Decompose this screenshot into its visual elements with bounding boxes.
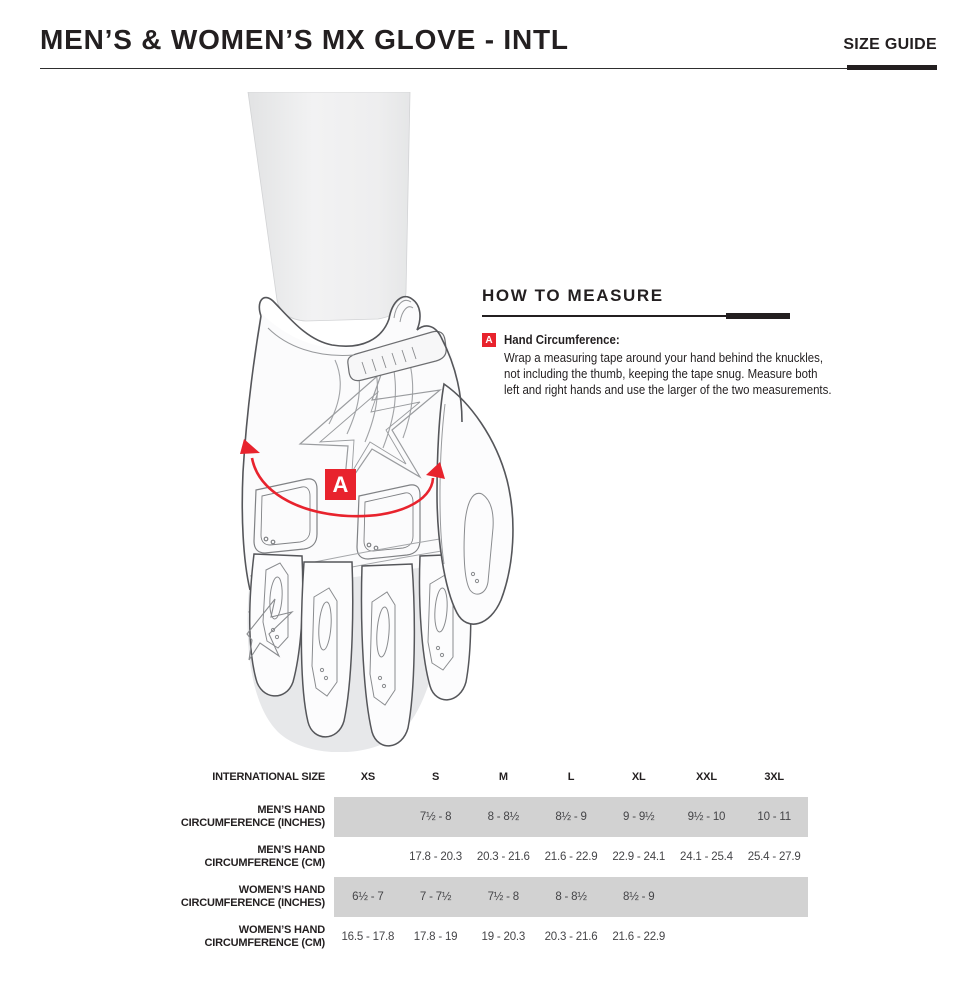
size-value-cell: 16.5 - 17.8	[341, 931, 395, 943]
size-value-cell: 8½ - 9	[623, 891, 655, 903]
marker-a-badge: A	[482, 333, 496, 347]
size-value-cell: 19 - 20.3	[481, 931, 526, 943]
size-value-cell: 8 - 8½	[555, 891, 587, 903]
size-value-cell: 20.3 - 21.6	[544, 931, 598, 943]
size-value-cell: 10 - 11	[757, 811, 791, 823]
glove-body	[241, 298, 462, 592]
column-header: L	[567, 771, 575, 783]
header-divider-accent	[847, 65, 937, 70]
header-divider	[40, 65, 937, 70]
glove-illustration: A	[110, 92, 530, 752]
size-table-row: WOMEN’S HAND CIRCUMFERENCE (CM) 16.5 - 17…	[180, 917, 808, 957]
size-table-row: WOMEN’S HAND CIRCUMFERENCE (INCHES) 6½ - …	[180, 877, 808, 917]
table-row-label: MEN’S HAND CIRCUMFERENCE (CM)	[204, 844, 326, 869]
measure-divider	[482, 313, 790, 319]
size-value-cell: 25.4 - 27.9	[747, 851, 801, 863]
glove-illustration-svg: A	[240, 92, 514, 752]
size-value-cell: 8½ - 9	[555, 811, 587, 823]
size-value-cell: 22.9 - 24.1	[612, 851, 666, 863]
measure-text: Hand Circumference: Wrap a measuring tap…	[504, 332, 832, 398]
column-header: XS	[360, 771, 375, 783]
table-row-values: 17.8 - 20.3 20.3 - 21.6 21.6 - 22.9 22.9 - …	[334, 837, 808, 877]
tape-arrow-right	[426, 462, 445, 479]
size-value-cell: 7 - 7½	[419, 891, 452, 903]
column-header: 3XL	[764, 771, 784, 783]
measure-divider-accent	[726, 313, 790, 319]
size-value-cell: 9 - 9½	[623, 811, 655, 823]
size-value-cell: 7½ - 8	[419, 811, 452, 823]
star-logo	[298, 370, 443, 493]
glove-outline	[241, 295, 463, 591]
size-value-cell: 17.8 - 20.3	[409, 851, 462, 863]
marker-a-text: A	[333, 472, 349, 497]
glove-thumb	[436, 382, 514, 625]
measure-item-a: A Hand Circumference: Wrap a measuring t…	[482, 332, 954, 398]
column-header: XL	[631, 771, 646, 783]
page-header: MEN’S & WOMEN’S MX GLOVE - INTL SIZE GUI…	[40, 24, 937, 70]
cuff-strap	[347, 330, 447, 382]
size-value-cell: 6½ - 7	[352, 891, 384, 903]
size-table: INTERNATIONAL SIZE XS S M L XL XXL 3XL MEN’S HAN…	[180, 757, 808, 957]
how-to-measure-section: HOW TO MEASURE A Hand Circumference: Wra…	[482, 286, 954, 398]
size-value-cell: 21.6 - 22.9	[544, 851, 598, 863]
page-title: MEN’S & WOMEN’S MX GLOVE - INTL	[40, 24, 569, 55]
size-table-row: MEN’S HAND CIRCUMFERENCE (CM) 17.8 - 20.3…	[180, 837, 808, 877]
size-table-header-row: INTERNATIONAL SIZE XS S M L XL XXL 3XL	[180, 757, 808, 797]
table-row-values: XS S M L XL XXL 3XL	[334, 757, 808, 797]
size-value-cell: 9½ - 10	[687, 811, 726, 823]
cuff-detail-lines	[267, 299, 414, 356]
table-row-values: 7½ - 8 8 - 8½ 8½ - 9 9 - 9½ 9½ - 10 10 - 11	[334, 797, 808, 837]
forearm	[247, 92, 411, 322]
column-header: S	[432, 771, 440, 783]
size-value-cell: 20.3 - 21.6	[476, 851, 530, 863]
table-row-label: MEN’S HAND CIRCUMFERENCE (INCHES)	[180, 804, 325, 829]
size-value-cell: 8 - 8½	[487, 811, 520, 823]
measure-instructions: Wrap a measuring tape around your hand b…	[504, 350, 832, 397]
tape-arrow-left	[240, 439, 260, 454]
table-row-label: WOMEN’S HAND CIRCUMFERENCE (CM)	[204, 924, 326, 949]
column-header: M	[498, 771, 508, 783]
column-header: XXL	[696, 771, 717, 783]
table-row-values: 6½ - 7 7 - 7½ 7½ - 8 8 - 8½ 8½ - 9	[334, 877, 808, 917]
size-value-cell: 17.8 - 19	[413, 931, 458, 943]
marker-a-badge-figure: A	[325, 469, 356, 500]
measure-tape-ellipse	[240, 439, 445, 518]
table-row-values: 16.5 - 17.8 17.8 - 19 19 - 20.3 20.3 - 21.6…	[334, 917, 808, 957]
table-row-label: WOMEN’S HAND CIRCUMFERENCE (INCHES)	[180, 884, 325, 909]
size-guide-label: SIZE GUIDE	[843, 36, 937, 53]
size-value-cell: 21.6 - 22.9	[612, 931, 666, 943]
measure-label: Hand Circumference:	[504, 332, 620, 347]
size-value-cell: 24.1 - 25.4	[680, 851, 733, 863]
table-header-label: INTERNATIONAL SIZE	[212, 770, 325, 783]
size-table-row: MEN’S HAND CIRCUMFERENCE (INCHES) 7½ - 8 8…	[180, 797, 808, 837]
side-star-logo	[246, 598, 294, 661]
how-to-measure-heading: HOW TO MEASURE	[482, 286, 664, 305]
size-value-cell: 7½ - 8	[487, 891, 520, 903]
